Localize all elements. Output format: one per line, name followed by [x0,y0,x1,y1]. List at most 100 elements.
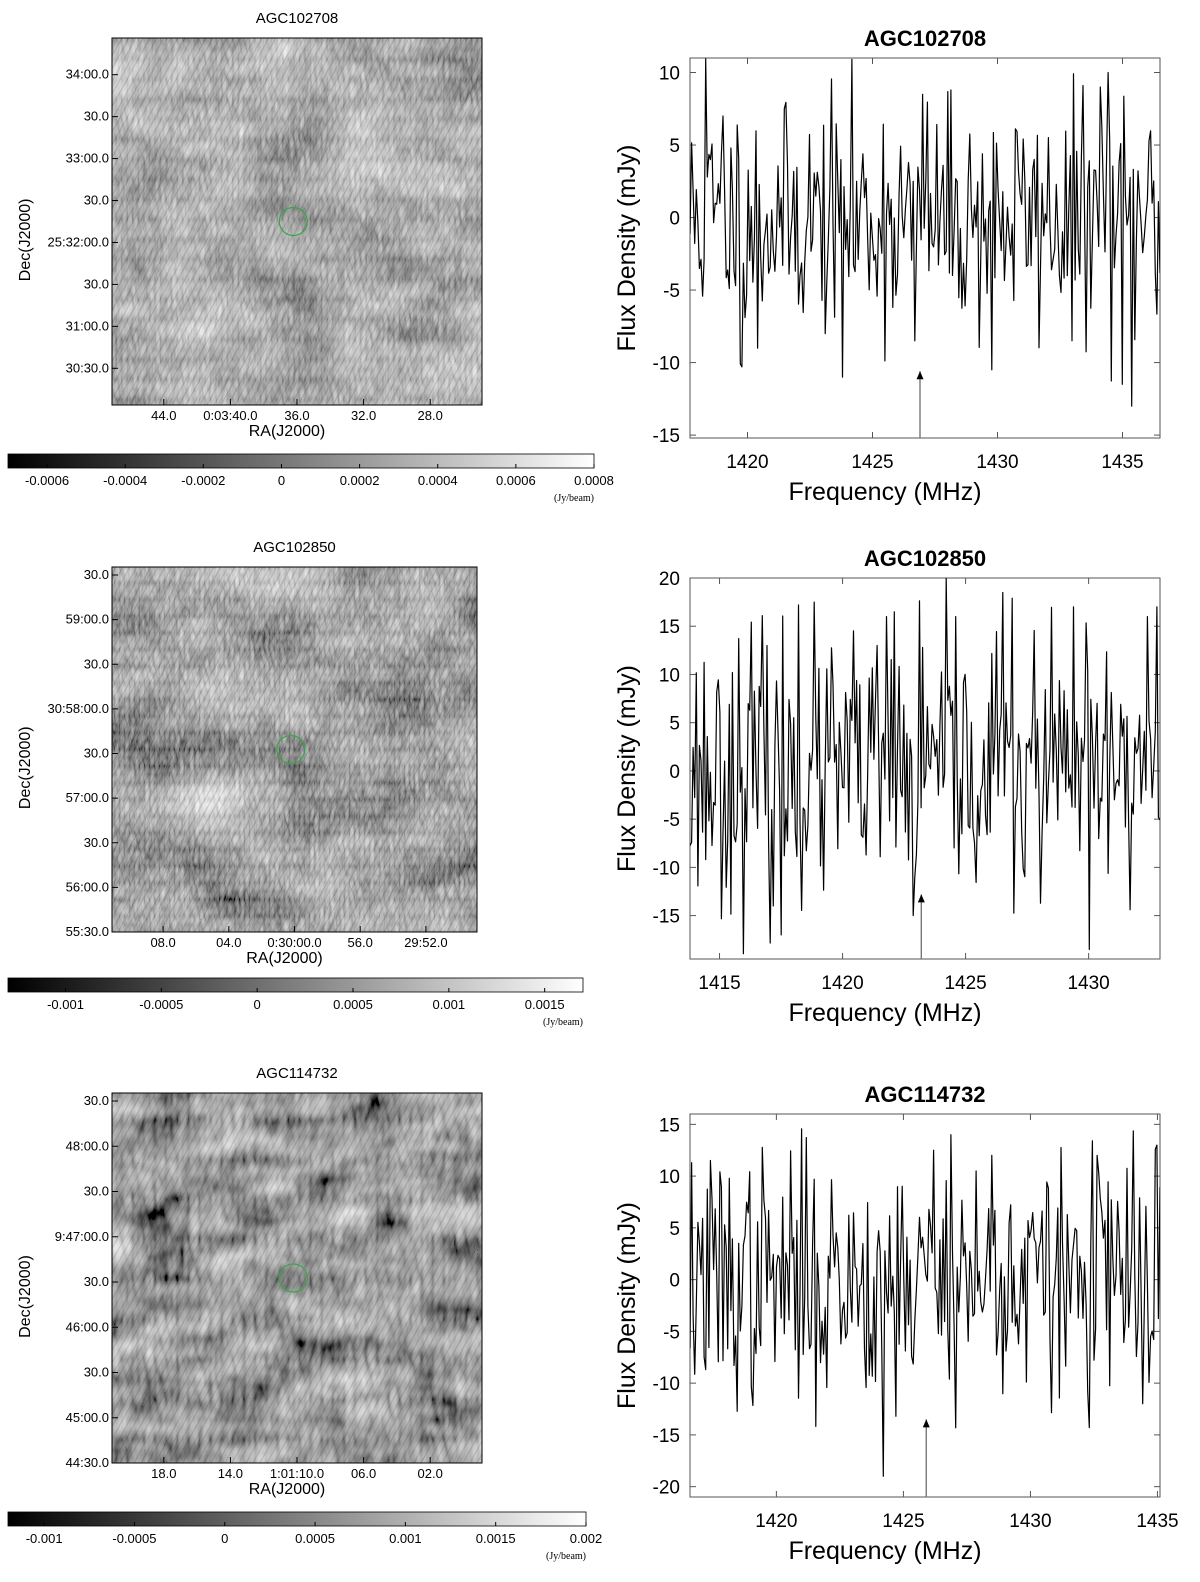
fringe-line [411,812,477,932]
y-tick-label: 30.0 [84,1184,109,1199]
fringe-line [194,567,397,932]
fringe-line [175,1093,381,1463]
fringe-line [381,221,482,405]
fringe-line [250,567,453,932]
spectrum-line [690,578,1160,955]
target-marker [276,734,306,765]
fringe-line [112,1093,262,1365]
fringe-line [112,567,201,728]
fringe-line [346,158,482,405]
spectrum-y-tick-label: 15 [659,1115,680,1136]
spectrum-y-tick-label: 5 [669,136,680,157]
fringe-line [112,1093,318,1463]
spectrum-x-tick-label: 1425 [944,973,986,994]
fringe-line [112,1093,290,1416]
fringe-line [112,567,271,856]
y-tick-label: 30.0 [84,276,109,291]
fringe-line [0,1093,9,1463]
fringe-line [276,38,480,405]
y-tick-label: 56:00.0 [66,879,109,894]
fringe-line [112,38,305,389]
fringe-line [327,659,477,932]
y-tick-label: 45:00.0 [66,1410,109,1425]
fringe-line [166,567,369,932]
fringe-line [231,1093,437,1463]
fringe-line [112,567,299,906]
fringe-line [112,1093,178,1212]
fringe-line [0,38,87,405]
x-tick-label: 56.0 [348,935,373,950]
fringe-line [409,272,482,405]
fringe-line [112,38,235,261]
x-tick-label: 44.0 [151,408,176,423]
y-tick-label: 33:00.0 [66,151,109,166]
image-x-label: RA(J2000) [246,950,322,967]
fringe-line [287,1109,482,1463]
spectrum-line [690,1128,1160,1477]
spectrum-x-tick-label: 1420 [755,1511,797,1532]
fringe-line [112,38,179,159]
fringe-line [112,1093,192,1237]
fringe-line [434,1376,482,1463]
fringe-line [371,1261,482,1463]
spectrum-x-label: Frequency (MHz) [788,1537,981,1565]
fringe-line [112,38,284,350]
fringe-line [112,38,228,249]
colorbar-tick-label: -0.0002 [181,473,225,488]
fringe-line [418,825,477,932]
spectrum-y-tick-label: -10 [653,858,680,879]
spectrum-y-tick-label: 10 [659,1167,680,1188]
spectrum-y-tick-label: 0 [669,762,680,783]
spectrum-x-tick-label: 1435 [1101,452,1143,473]
fringe-line [180,567,383,932]
fringe-line [329,1185,482,1463]
fringe-line [0,567,74,932]
fringe-line [311,94,482,405]
fringe-line [182,1093,388,1463]
fringe-line [255,38,459,405]
fringe-line [112,1093,213,1276]
colorbar-tick-label: 0.0004 [418,473,458,488]
colorbar-tick-label: -0.001 [26,1531,63,1546]
fringe-line [208,567,411,932]
fringe-line [136,38,340,405]
spectrum-y-tick-label: -15 [653,1426,680,1447]
frequency-arrow-head [917,894,925,903]
spectrum-y-label: Flux Density (mJy) [613,665,641,872]
fringe-line [220,38,424,405]
y-tick-label: 55:30.0 [66,924,109,939]
fringe-line [215,567,418,932]
fringe-line [185,38,389,405]
fringe-line [112,567,278,868]
fringe-line [143,38,347,405]
fringe-line [306,621,477,932]
x-tick-label: 14.0 [218,1466,243,1481]
fringe-line [229,567,432,932]
fringe-line [112,1093,241,1327]
fringe-line [0,567,18,932]
colorbar-tick-label: 0.0006 [496,473,536,488]
fringe-line [189,1093,395,1463]
fringe-line [112,38,207,210]
x-tick-label: 02.0 [418,1466,443,1481]
fringe-line [397,787,477,932]
fringe-line [383,761,477,932]
fringe-line [301,1134,482,1463]
fringe-line [423,298,482,405]
fringe-line [299,608,477,932]
panel-agc102850: AGC102850 30.0 59:00.0 30.0 30:58:00.0 30.0 57… [0,539,1161,1028]
fringe-line [112,38,165,134]
fringe-pattern [0,38,482,405]
spectrum-y-tick-label: 15 [659,617,680,638]
fringe-line [115,38,319,405]
fringe-line [285,583,477,932]
fringe-line [119,1093,325,1463]
colorbar-unit: (Jy/beam) [546,1551,586,1562]
fringe-line [140,1093,346,1463]
fringe-line [187,567,390,932]
fringe-line [152,567,355,932]
spectrum-x-tick-label: 1415 [698,973,740,994]
colorbar-tick-label: 0 [221,1531,228,1546]
spectrum-y-tick-label: 5 [669,1219,680,1240]
fringe-line [164,38,368,405]
